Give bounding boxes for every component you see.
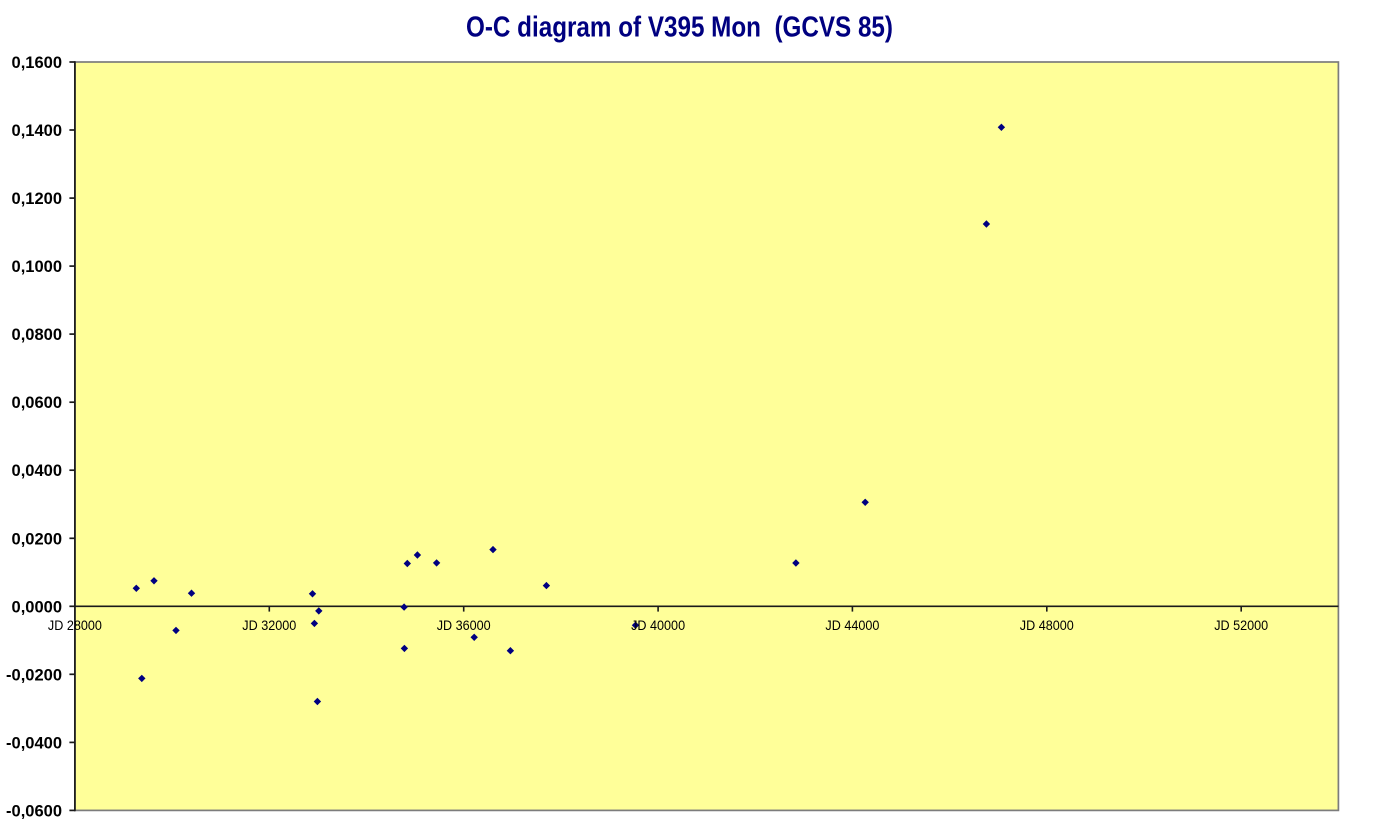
svg-text:JD 44000: JD 44000 <box>825 618 879 633</box>
svg-text:JD 52000: JD 52000 <box>1214 618 1268 633</box>
svg-text:0,0000: 0,0000 <box>12 598 62 616</box>
svg-text:0,0200: 0,0200 <box>12 530 62 548</box>
svg-text:0,0800: 0,0800 <box>12 326 62 344</box>
svg-text:0,1000: 0,1000 <box>12 258 62 276</box>
svg-text:JD 48000: JD 48000 <box>1020 618 1074 633</box>
svg-text:O-C diagram of V395 Mon (GCVS: O-C diagram of V395 Mon (GCVS 85) <box>466 12 893 44</box>
svg-text:0,1600: 0,1600 <box>12 54 62 72</box>
svg-text:-0,0400: -0,0400 <box>6 734 62 752</box>
svg-text:-0,0600: -0,0600 <box>6 802 62 820</box>
svg-text:0,0400: 0,0400 <box>12 462 62 480</box>
svg-text:0,1200: 0,1200 <box>12 190 62 208</box>
svg-text:JD 36000: JD 36000 <box>437 618 491 633</box>
svg-text:JD 32000: JD 32000 <box>242 618 296 633</box>
svg-text:JD 40000: JD 40000 <box>631 618 685 633</box>
svg-text:-0,0200: -0,0200 <box>6 666 62 684</box>
svg-text:0,0600: 0,0600 <box>12 394 62 412</box>
svg-text:JD 28000: JD 28000 <box>48 618 102 633</box>
svg-text:0,1400: 0,1400 <box>12 122 62 140</box>
